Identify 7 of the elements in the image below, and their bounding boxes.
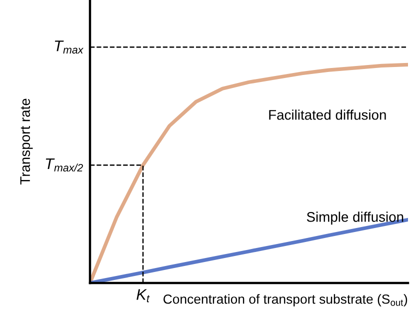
text: Facilitated diffusion [269,110,386,120]
series-label: Simple diffusion [306,212,404,225]
text: K$_{t}$ [136,289,150,302]
y-axis-title: Transport rate [20,98,33,185]
x-axis-title: Concentration of transport substrate (S$_{out}$) [164,294,408,306]
ref-line-label: T$_{max}$ [54,40,84,54]
ref-line-label: T$_{max/2}$ [46,158,83,172]
